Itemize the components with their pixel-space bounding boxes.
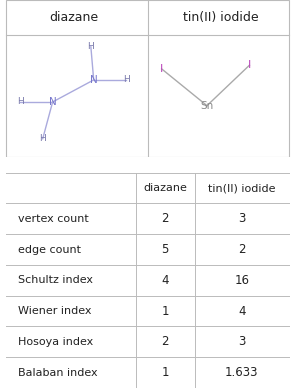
Text: 3: 3 <box>238 212 245 225</box>
Text: vertex count: vertex count <box>18 214 88 224</box>
Text: 1: 1 <box>161 366 169 379</box>
Text: 4: 4 <box>238 305 246 318</box>
Text: diazane: diazane <box>143 183 187 193</box>
Text: H: H <box>17 97 23 106</box>
Text: N: N <box>90 75 98 85</box>
Text: I: I <box>248 60 251 70</box>
Text: tin(II) iodide: tin(II) iodide <box>208 183 276 193</box>
Text: 5: 5 <box>162 243 169 256</box>
Text: 2: 2 <box>238 243 246 256</box>
Text: 1.633: 1.633 <box>225 366 259 379</box>
Text: H: H <box>123 75 130 85</box>
Text: 1: 1 <box>161 305 169 318</box>
Text: tin(II) iodide: tin(II) iodide <box>183 11 259 24</box>
Text: I: I <box>160 64 163 74</box>
Text: 2: 2 <box>161 335 169 348</box>
Text: H: H <box>39 134 46 143</box>
Text: 3: 3 <box>238 335 245 348</box>
Text: N: N <box>49 97 57 107</box>
Text: H: H <box>88 42 94 51</box>
Text: diazane: diazane <box>49 11 98 24</box>
Text: 2: 2 <box>161 212 169 225</box>
Text: edge count: edge count <box>18 244 81 255</box>
Text: 4: 4 <box>161 274 169 287</box>
Text: Schultz index: Schultz index <box>18 275 93 285</box>
Text: Hosoya index: Hosoya index <box>18 337 93 347</box>
Text: Balaban index: Balaban index <box>18 367 97 378</box>
Text: Sn: Sn <box>200 100 214 111</box>
Text: Wiener index: Wiener index <box>18 306 91 316</box>
Text: 16: 16 <box>235 274 249 287</box>
